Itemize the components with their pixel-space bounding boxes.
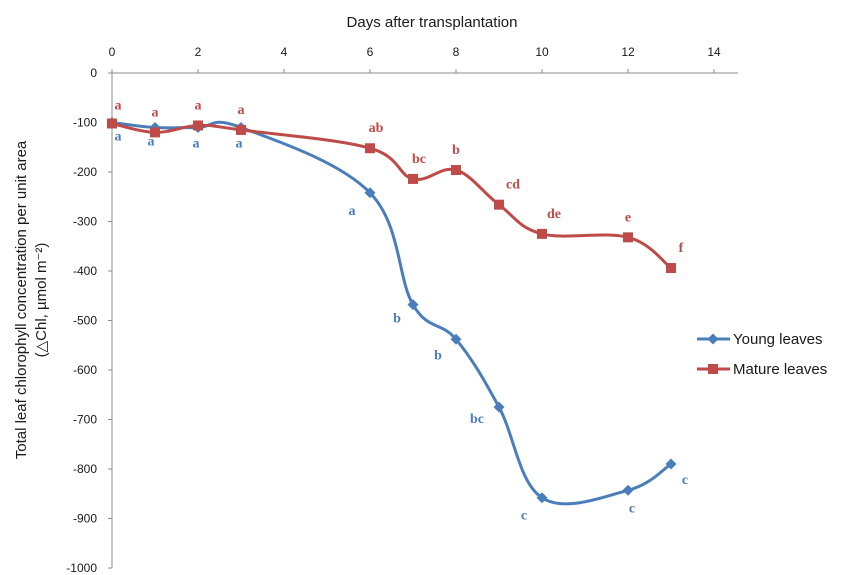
y-axis-title-line1: Total leaf chlorophyll concentration per… <box>13 140 30 459</box>
mature-leaves-significance-label: ab <box>369 121 384 136</box>
mature-leaves-significance-label: cd <box>506 178 520 193</box>
young-leaves-point <box>407 299 419 311</box>
mature-leaves-significance-label: a <box>152 105 159 120</box>
y-tick-label: 0 <box>90 66 97 80</box>
y-axis-ticks: 0 -100 -200 -300 -400 -500 -600 -700 -800 -900 -10… <box>66 66 112 575</box>
x-tick-label: 10 <box>535 45 549 59</box>
young-leaves-point <box>536 492 548 504</box>
y-tick-label: -900 <box>73 512 97 526</box>
x-axis-title: Days after transplantation <box>347 14 518 31</box>
young-leaves-significance-label: c <box>521 509 527 524</box>
series <box>106 117 677 506</box>
mature-leaves-point <box>193 120 203 131</box>
y-tick-label: -400 <box>73 264 97 278</box>
x-tick-label: 2 <box>195 45 202 59</box>
mature-leaves-significance-label: f <box>679 241 684 256</box>
mature-leaves-point <box>236 124 246 135</box>
x-tick-label: 0 <box>109 45 116 59</box>
young-leaves-series <box>106 117 677 506</box>
y-tick-label: -100 <box>73 116 97 130</box>
young-leaves-point <box>364 187 376 199</box>
mature-leaves-significance-label: de <box>547 207 561 222</box>
mature-leaves-point <box>623 232 633 243</box>
y-axis-title-line2: (△Chl, µmol m⁻²) <box>33 243 50 358</box>
y-tick-label: -600 <box>73 363 97 377</box>
mature-leaves-point <box>494 199 504 210</box>
mature-leaves-significance-label: b <box>452 143 460 158</box>
legend-label: Young leaves <box>733 331 823 348</box>
young-leaves-significance-label: c <box>629 501 635 516</box>
young-leaves-significance-label: a <box>148 134 155 149</box>
x-axis-ticks: 0 2 4 6 8 10 12 14 <box>109 45 721 73</box>
y-tick-label: -1000 <box>66 561 97 575</box>
legend: Young leaves Mature leaves <box>697 331 827 378</box>
mature-leaves-significance-label: a <box>115 98 122 113</box>
x-tick-label: 4 <box>281 45 288 59</box>
young-leaves-significance-label: a <box>236 136 243 151</box>
mature-leaves-point <box>107 118 117 129</box>
young-leaves-significance-label: b <box>393 312 401 327</box>
mature-leaves-significance-label: a <box>238 103 245 118</box>
mature-leaves-significance-label: bc <box>412 152 426 167</box>
young-leaves-significance-label: bc <box>470 412 484 427</box>
mature-leaves-point <box>365 143 375 154</box>
mature-leaves-significance-label: a <box>195 98 202 113</box>
young-leaves-point <box>493 401 505 413</box>
legend-item-mature-leaves: Mature leaves <box>697 361 827 378</box>
mature-leaves-significance-label: e <box>625 210 631 225</box>
legend-marker <box>707 333 719 345</box>
y-tick-label: -700 <box>73 413 97 427</box>
y-tick-label: -500 <box>73 314 97 328</box>
legend-item-young-leaves: Young leaves <box>697 331 823 348</box>
y-tick-label: -800 <box>73 462 97 476</box>
mature-leaves-series <box>107 118 676 274</box>
y-tick-label: -200 <box>73 165 97 179</box>
young-leaves-significance-label: b <box>434 348 442 363</box>
young-leaves-point <box>665 458 677 470</box>
x-tick-label: 6 <box>367 45 374 59</box>
young-leaves-significance-label: c <box>682 473 688 488</box>
mature-leaves-point <box>666 263 676 274</box>
x-tick-label: 14 <box>707 45 721 59</box>
mature-leaves-point <box>451 165 461 176</box>
mature-leaves-point <box>537 228 547 239</box>
mature-leaves-point <box>408 173 418 184</box>
mature-leaves-point <box>150 127 160 138</box>
legend-marker <box>708 364 718 374</box>
x-tick-label: 12 <box>621 45 635 59</box>
young-leaves-significance-label: a <box>349 204 356 219</box>
young-leaves-significance-label: a <box>193 136 200 151</box>
legend-label: Mature leaves <box>733 361 827 378</box>
young-leaves-point <box>622 484 634 496</box>
axes: 0 2 4 6 8 10 12 14 0 -100 -200 -300 -400 -500 -600 -70… <box>13 14 738 575</box>
young-leaves-significance-label: a <box>115 130 122 145</box>
young-leaves-line <box>111 120 672 506</box>
x-tick-label: 8 <box>453 45 460 59</box>
y-tick-label: -300 <box>73 215 97 229</box>
young-leaves-point <box>450 333 462 345</box>
